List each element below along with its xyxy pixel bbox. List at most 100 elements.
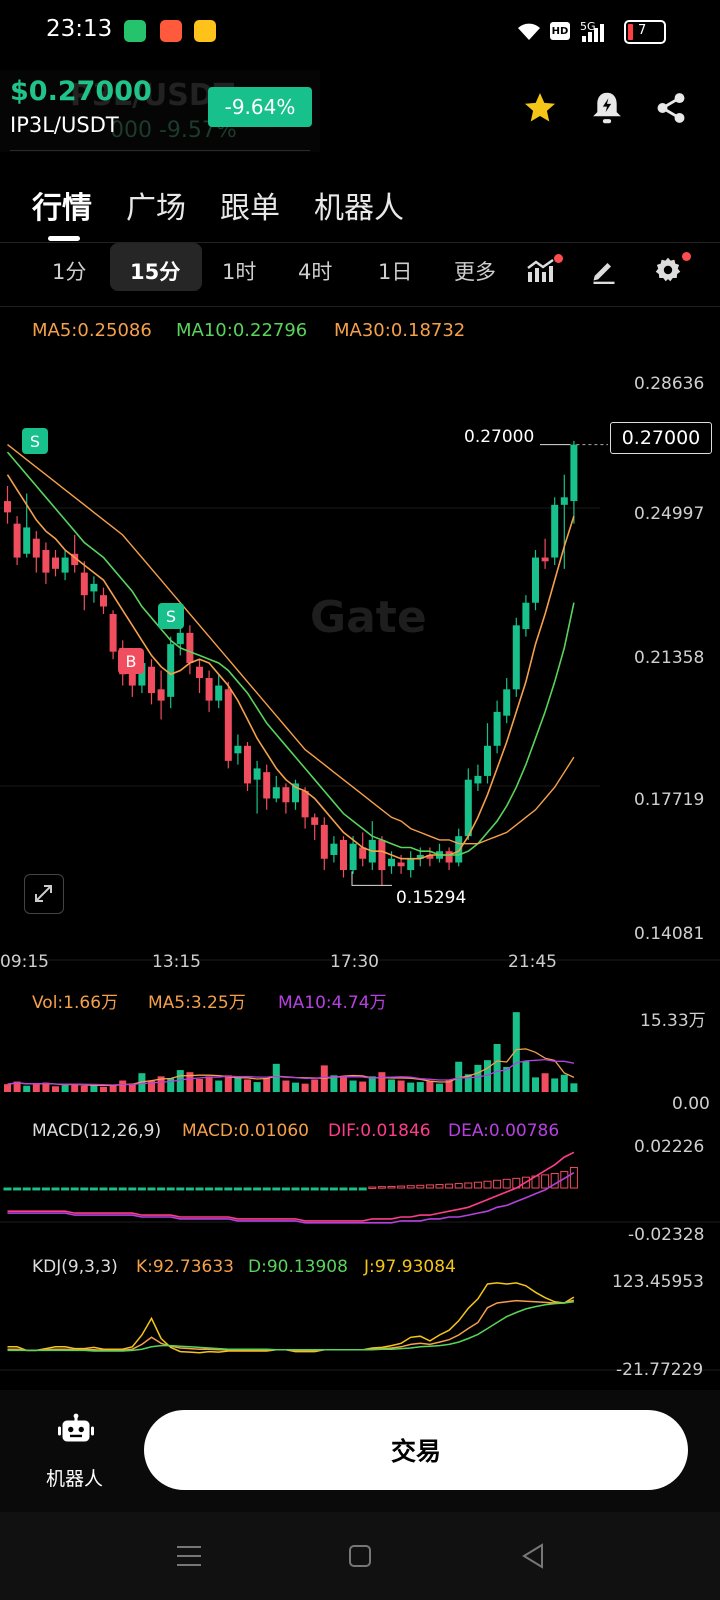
tab-robot[interactable]: 机器人: [314, 191, 404, 226]
macd-bar: [41, 1187, 50, 1191]
macd-bar: [502, 1178, 511, 1189]
candle-body: [80, 572, 88, 596]
volume-bar: [484, 1060, 491, 1092]
candle-body: [148, 666, 155, 694]
interval-1m[interactable]: 1分: [52, 260, 87, 284]
robot-icon[interactable]: [58, 1413, 94, 1449]
volume-bar: [90, 1084, 98, 1092]
tab-square[interactable]: 广场: [126, 191, 186, 226]
price-alert-icon[interactable]: [590, 90, 624, 126]
volume-bar: [301, 1083, 309, 1092]
volume-bar: [464, 1074, 472, 1092]
draw-pen-icon[interactable]: [590, 256, 618, 284]
volume-bar: [4, 1084, 11, 1092]
macd-bar: [3, 1187, 12, 1191]
ma5-label: MA5:0.25086: [32, 320, 152, 341]
macd-bar: [464, 1182, 473, 1189]
candle-body: [234, 745, 242, 754]
macd-bar: [377, 1186, 386, 1189]
tab-copy-trading[interactable]: 跟单: [220, 191, 280, 226]
macd-bar: [99, 1187, 108, 1191]
macd-bar: [205, 1187, 214, 1191]
candle-body: [157, 689, 165, 701]
volume-bar: [23, 1085, 31, 1092]
candle-body: [282, 787, 290, 803]
active-tab-indicator: [48, 236, 80, 241]
volume-bar: [263, 1078, 271, 1092]
dif-line: [7, 1151, 575, 1222]
ghost-pair: P3L/USDT: [70, 78, 235, 113]
macd-bar: [445, 1183, 454, 1189]
menu-nav-icon[interactable]: [176, 1544, 202, 1568]
fullscreen-button[interactable]: [24, 874, 64, 914]
ma10-label: MA10:0.22796: [176, 320, 308, 341]
indicator-icon[interactable]: [526, 258, 556, 284]
macd-bar: [320, 1187, 329, 1191]
interval-1h[interactable]: 1时: [222, 260, 257, 284]
header-divider: [10, 150, 310, 151]
dea-value: DEA:0.00786: [448, 1121, 560, 1141]
volume-bar: [13, 1081, 21, 1092]
candle-body: [196, 666, 203, 679]
macd-bar: [118, 1187, 127, 1191]
volume-bar: [244, 1079, 251, 1092]
share-icon[interactable]: [654, 90, 688, 126]
status-time: 23:13: [46, 16, 113, 42]
candle-body: [426, 854, 434, 859]
volume-bar: [272, 1063, 280, 1092]
interval-1d[interactable]: 1日: [378, 260, 413, 284]
trading-pair[interactable]: IP3L/USDT: [10, 113, 119, 137]
volume-bar: [196, 1078, 203, 1092]
candle-body: [61, 557, 69, 573]
macd-bar: [157, 1187, 166, 1191]
robot-label[interactable]: 机器人: [46, 1468, 104, 1490]
macd-bar: [137, 1187, 146, 1191]
low-price-label: 0.15294: [396, 888, 467, 908]
sell-signal-2[interactable]: S: [158, 603, 184, 629]
candle-body: [330, 843, 338, 855]
candle-body: [455, 836, 463, 863]
volume-bar: [224, 1075, 232, 1092]
kdj-k-line: [7, 1299, 575, 1352]
volume-bar: [512, 1012, 520, 1092]
tab-market[interactable]: 行情: [32, 191, 92, 226]
macd-bar: [473, 1181, 482, 1189]
volume-bar: [100, 1086, 107, 1092]
macd-bar: [233, 1187, 242, 1191]
interval-more[interactable]: 更多: [454, 260, 496, 284]
video-app-icon: [160, 20, 182, 42]
candle-body: [407, 858, 415, 871]
ma30-line: [7, 444, 575, 845]
trade-button[interactable]: 交易: [144, 1410, 688, 1490]
buy-signal-1[interactable]: B: [118, 648, 144, 674]
time-tick-2: 13:15: [152, 952, 201, 972]
back-nav-icon[interactable]: [520, 1542, 546, 1570]
interval-15m[interactable]: 15分: [130, 260, 181, 284]
candle-body: [301, 790, 309, 818]
macd-bar: [541, 1174, 550, 1189]
candle-body: [205, 678, 213, 701]
settings-gear-icon[interactable]: [654, 256, 682, 284]
candle-body: [138, 662, 146, 686]
home-nav-icon[interactable]: [348, 1544, 372, 1568]
star-icon[interactable]: [522, 90, 558, 126]
macd-bar: [147, 1187, 156, 1191]
sell-signal-1[interactable]: S: [22, 428, 48, 454]
candle-body: [128, 670, 136, 686]
macd-bar: [329, 1187, 338, 1191]
candle-body: [253, 768, 261, 780]
vol-label: Vol:1.66万: [32, 993, 119, 1013]
time-tick-1: 09:15: [0, 952, 49, 972]
volume-bar: [52, 1086, 59, 1092]
volume-bar: [522, 1061, 530, 1092]
settings-dot: [682, 252, 691, 261]
hd-icon: HD: [550, 22, 570, 40]
wifi-icon: [518, 23, 540, 40]
interval-4h[interactable]: 4时: [298, 260, 333, 284]
macd-bar: [281, 1187, 290, 1191]
candle-body: [23, 527, 31, 554]
candlestick-chart[interactable]: [0, 330, 720, 1390]
volume-bar: [426, 1081, 434, 1092]
volume-bar: [205, 1076, 213, 1092]
volume-bar: [407, 1082, 415, 1092]
